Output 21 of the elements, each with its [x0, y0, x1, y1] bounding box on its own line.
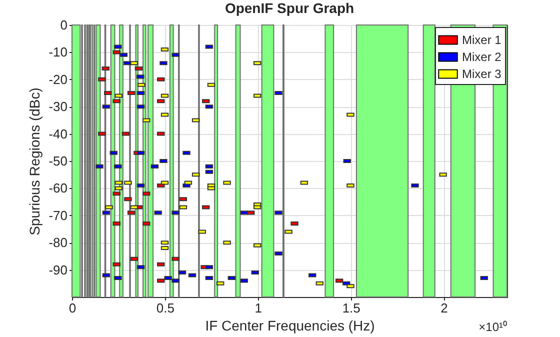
y-tick-label: -80 — [48, 235, 68, 250]
y-tick-label: -10 — [48, 44, 68, 60]
chart-title: OpenIF Spur Graph — [224, 0, 354, 16]
y-tick-label: -60 — [48, 180, 68, 196]
y-tick-label: -50 — [48, 154, 68, 168]
y-tick-label: -40 — [48, 126, 68, 142]
x-tick-label: 1.5 — [342, 300, 360, 316]
y-tick-label: -70 — [48, 208, 68, 223]
x-axis-title: IF Center Frequencies (Hz) — [205, 318, 375, 334]
x-tick-label: 1 — [254, 300, 262, 316]
y-tick-label: -90 — [48, 262, 68, 278]
legend-label: Mixer 1 — [462, 33, 502, 47]
y-tick-label: 0 — [60, 18, 68, 32]
legend-label: Mixer 3 — [462, 67, 502, 81]
x-tick-label: 0.5 — [156, 300, 174, 316]
x-tick-label: 2 — [440, 300, 448, 316]
legend-label: Mixer 2 — [462, 50, 502, 64]
text: ×10¹⁰ — [478, 320, 507, 334]
y-axis-title: Spurious Regions (dBc) — [26, 88, 43, 236]
y-tick-label: -30 — [48, 99, 68, 114]
y-tick-label: -20 — [48, 72, 68, 87]
